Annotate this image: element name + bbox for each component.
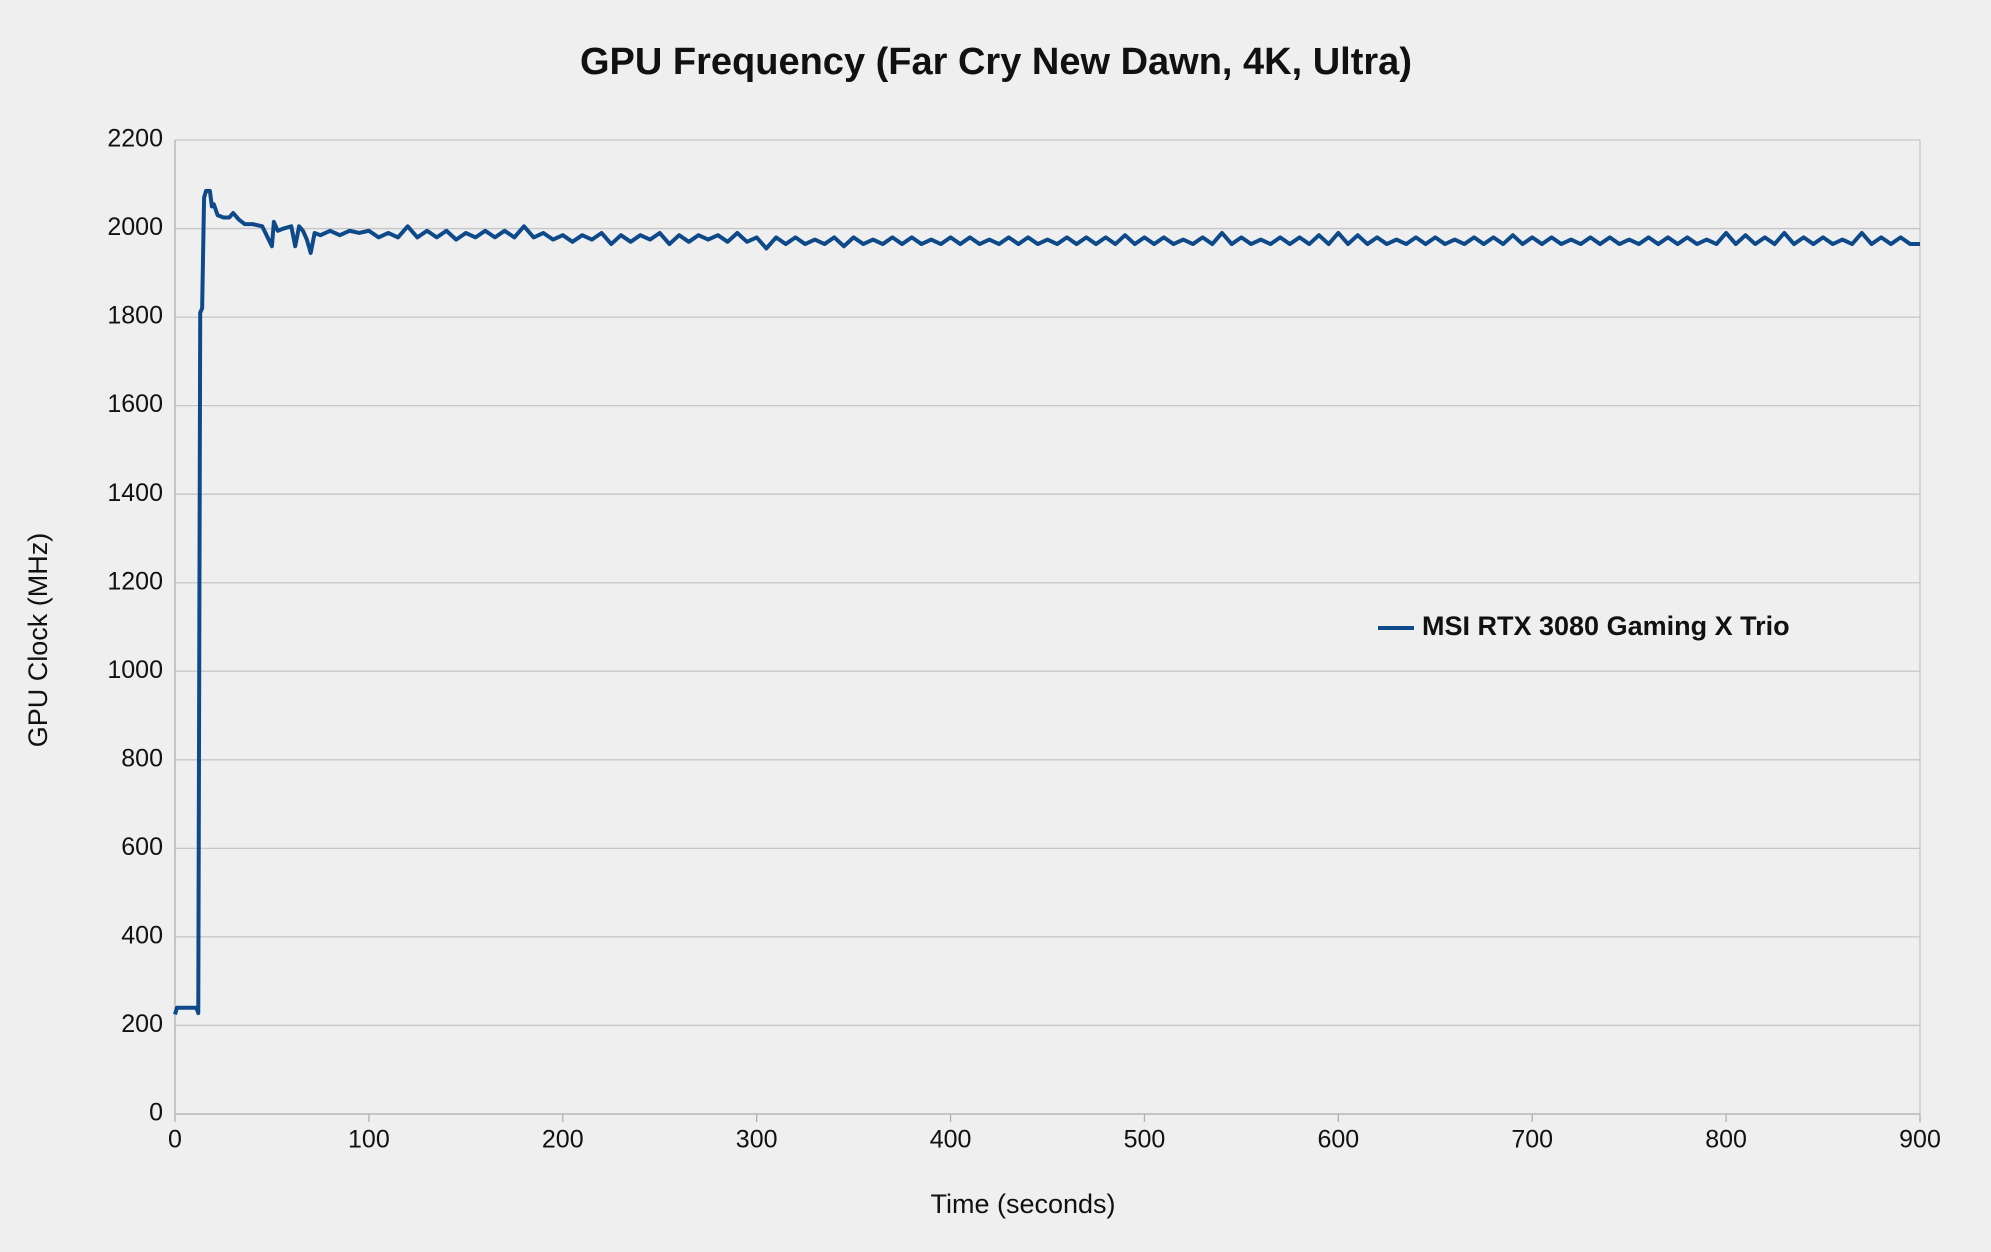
x-tick-label: 500: [1124, 1126, 1166, 1154]
y-tick-label: 0: [149, 1099, 163, 1127]
x-tick-label: 800: [1705, 1126, 1747, 1154]
legend-label: MSI RTX 3080 Gaming X Trio: [1422, 611, 1790, 641]
x-tick-label: 100: [348, 1126, 390, 1154]
x-tick-label: 700: [1511, 1126, 1553, 1154]
y-tick-label: 1400: [107, 479, 163, 507]
y-tick-label: 600: [121, 833, 163, 861]
series-line: [173, 188, 1920, 1016]
y-tick-label: 800: [121, 744, 163, 772]
chart-title: GPU Frequency (Far Cry New Dawn, 4K, Ult…: [580, 41, 1412, 83]
x-tick-label: 900: [1899, 1126, 1941, 1154]
y-tick-label: 1200: [107, 567, 163, 595]
x-tick-label: 0: [168, 1126, 182, 1154]
x-tick-label: 600: [1317, 1126, 1359, 1154]
x-tick-label: 400: [930, 1126, 972, 1154]
x-axis-title: Time (seconds): [930, 1189, 1115, 1219]
y-tick-label: 400: [121, 922, 163, 950]
y-tick-label: 2000: [107, 213, 163, 241]
y-tick-label: 2200: [107, 125, 163, 153]
x-tick-label: 300: [736, 1126, 778, 1154]
y-tick-label: 1600: [107, 390, 163, 418]
y-axis-title: GPU Clock (MHz): [23, 533, 53, 748]
y-tick-label: 1800: [107, 302, 163, 330]
y-tick-label: 200: [121, 1010, 163, 1038]
y-tick-label: 1000: [107, 656, 163, 684]
x-tick-label: 200: [542, 1126, 584, 1154]
